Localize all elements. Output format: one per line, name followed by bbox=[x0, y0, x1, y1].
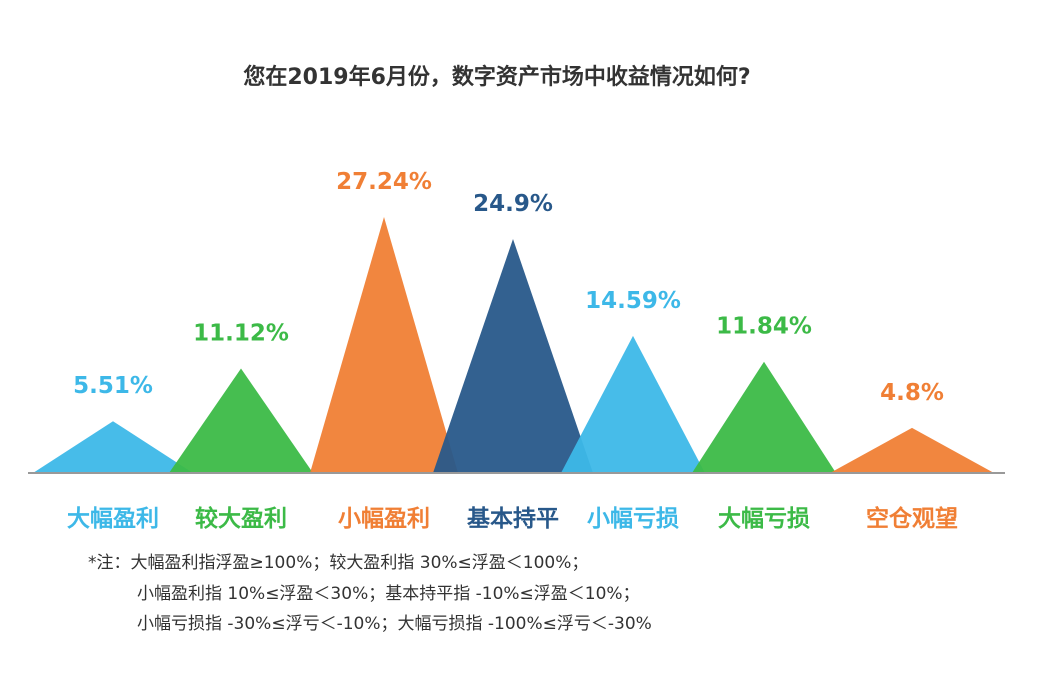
category-label-6: 大幅亏损 bbox=[718, 506, 810, 532]
value-label-4: 24.9% bbox=[473, 191, 553, 217]
value-label-7: 4.8% bbox=[880, 380, 944, 406]
category-label-2: 较大盈利 bbox=[195, 505, 287, 532]
peak-4 bbox=[433, 238, 593, 473]
category-label-1: 大幅盈利 bbox=[67, 506, 159, 532]
peak-3 bbox=[310, 217, 458, 473]
peak-6 bbox=[692, 361, 836, 473]
value-label-3: 27.24% bbox=[336, 169, 432, 195]
chart-title: 您在2019年6月份，数字资产市场中收益情况如何? bbox=[243, 64, 750, 90]
value-label-2: 11.12% bbox=[193, 320, 289, 346]
peak-2 bbox=[169, 368, 313, 473]
value-label-5: 14.59% bbox=[585, 288, 681, 314]
category-label-5: 小幅亏损 bbox=[587, 506, 679, 532]
value-label-6: 11.84% bbox=[716, 314, 812, 340]
category-label-4: 基本持平 bbox=[467, 506, 559, 532]
value-labels-group: 5.51% 11.12% 27.24% 24.9% 14.59% 11.84% 4.8% bbox=[73, 169, 944, 406]
category-labels-group: 大幅盈利 较大盈利 小幅盈利 基本持平 小幅亏损 大幅亏损 空仓观望 bbox=[67, 505, 958, 532]
peaks-group bbox=[33, 217, 994, 473]
peak-5 bbox=[561, 335, 705, 473]
peak-7 bbox=[830, 427, 994, 473]
peak-1 bbox=[33, 421, 193, 473]
category-label-7: 空仓观望 bbox=[866, 505, 958, 532]
category-label-3: 小幅盈利 bbox=[338, 506, 430, 532]
value-label-1: 5.51% bbox=[73, 373, 153, 399]
